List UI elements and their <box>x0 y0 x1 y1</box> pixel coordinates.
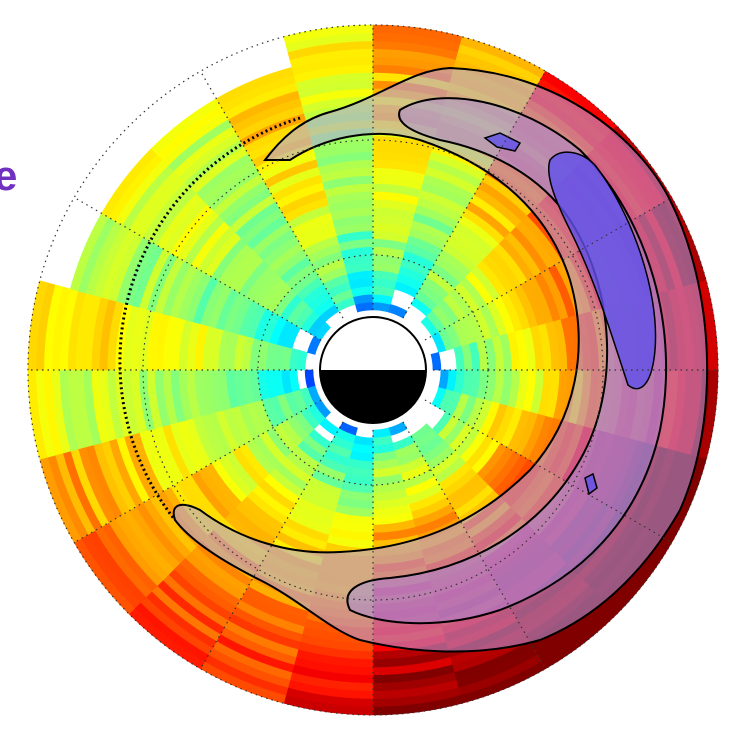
grid-spoke <box>402 421 547 670</box>
cell <box>430 352 442 371</box>
contour-inner <box>548 151 657 390</box>
earth-night <box>320 370 426 423</box>
contours <box>172 66 709 653</box>
grid-spoke <box>73 196 322 341</box>
grid-circle <box>142 139 604 601</box>
cell <box>388 421 408 436</box>
grid-circle <box>27 24 719 716</box>
grid-spoke <box>199 421 344 670</box>
grid-spoke <box>199 70 344 319</box>
label: e <box>0 152 17 199</box>
cell <box>304 369 316 388</box>
grid-spoke <box>402 70 547 319</box>
grid-spoke <box>424 196 673 341</box>
polar-grid <box>27 24 719 716</box>
grid-spoke <box>73 399 322 544</box>
cell <box>388 304 408 319</box>
grid-spoke <box>424 399 673 544</box>
dawn-arc <box>118 116 301 521</box>
contour-blob <box>483 132 522 152</box>
contour-blob <box>584 472 598 496</box>
cell <box>27 280 48 371</box>
